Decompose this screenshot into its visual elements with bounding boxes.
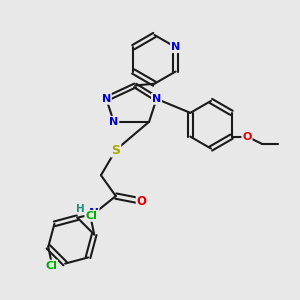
Text: N: N xyxy=(152,94,161,104)
Text: N: N xyxy=(109,117,119,127)
Text: Cl: Cl xyxy=(45,260,57,271)
Text: O: O xyxy=(137,195,147,208)
Text: O: O xyxy=(242,132,252,142)
Text: N: N xyxy=(88,207,98,220)
Text: S: S xyxy=(111,143,120,157)
Text: N: N xyxy=(171,42,180,52)
Text: Cl: Cl xyxy=(85,211,97,221)
Text: N: N xyxy=(102,94,111,104)
Text: H: H xyxy=(76,204,85,214)
